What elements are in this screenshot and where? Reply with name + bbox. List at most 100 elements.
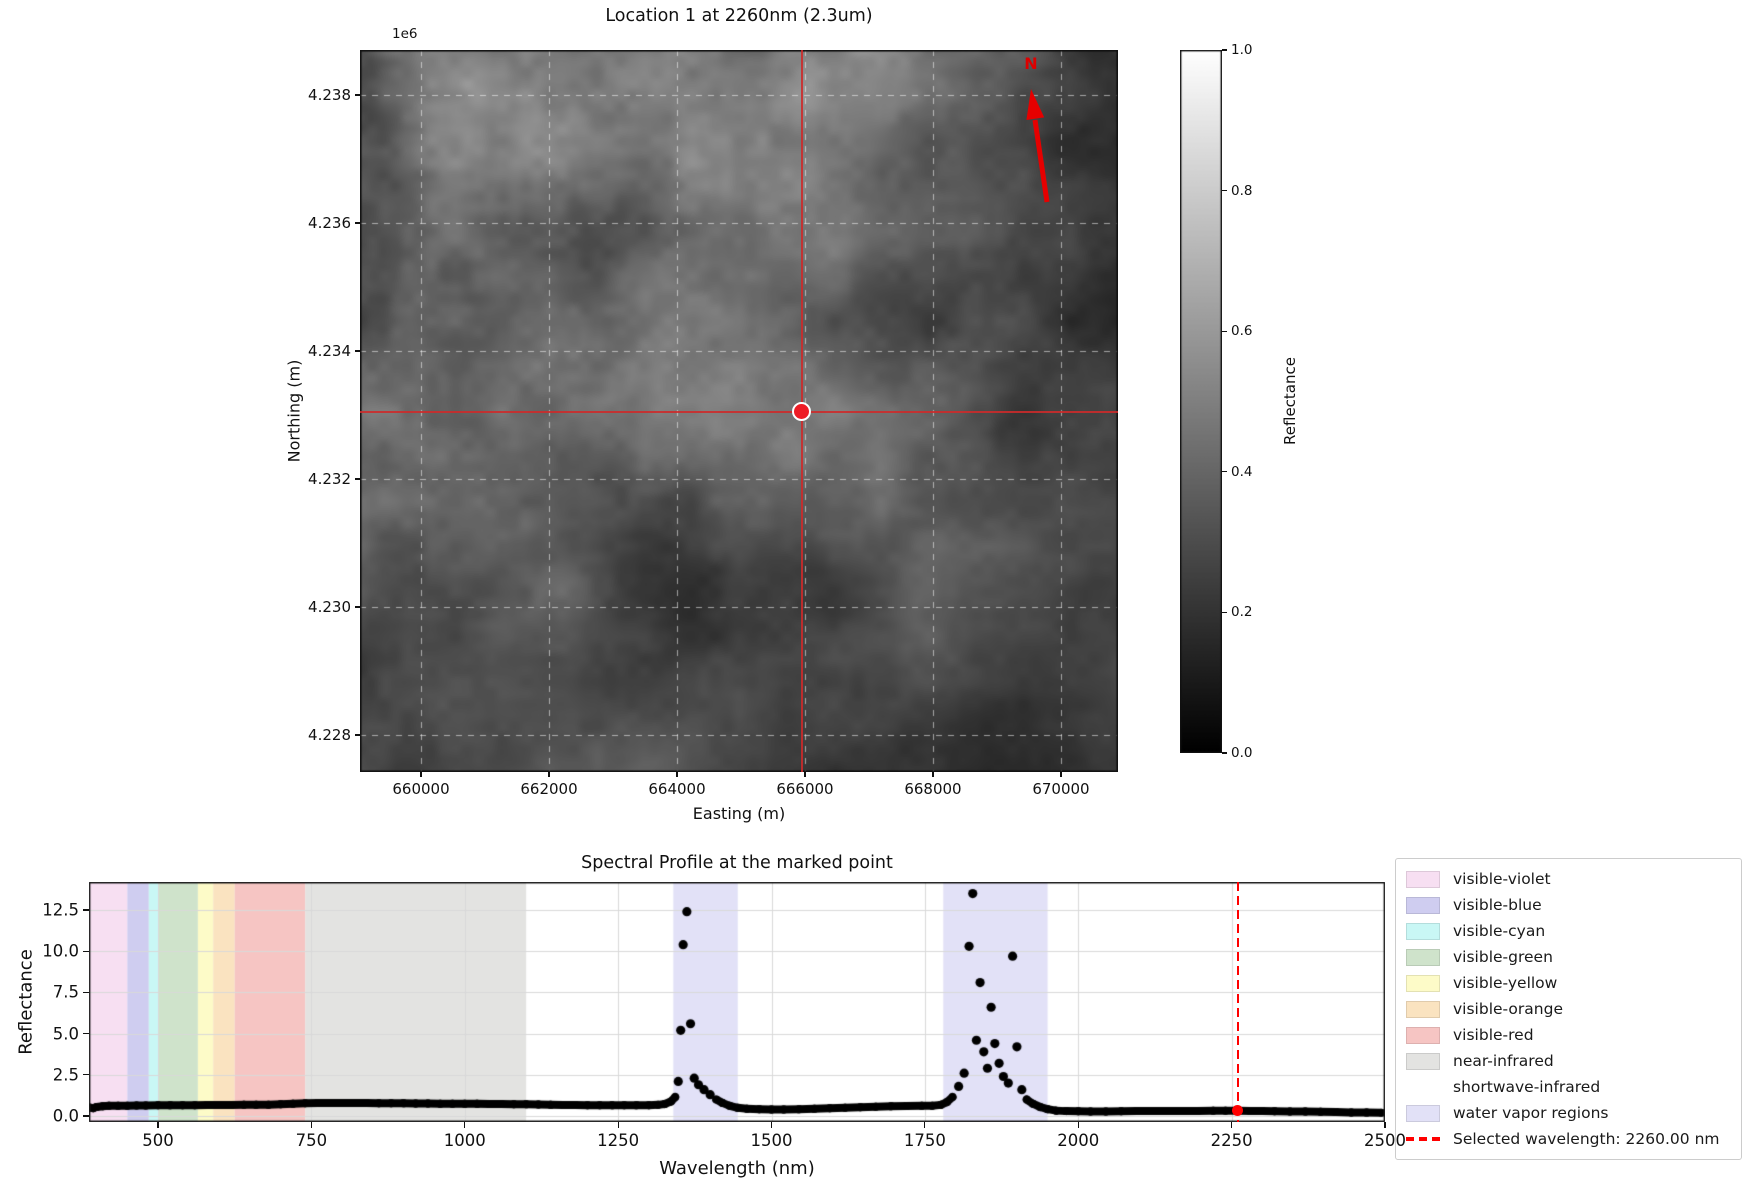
map-y-tick [355,94,360,96]
spectral-x-tick [617,1122,619,1128]
spectral-y-tick-label: 12.5 [42,900,79,920]
legend-item-label: shortwave-infrared [1453,1078,1601,1096]
map-x-tick [1060,772,1062,777]
legend-item-label: visible-cyan [1453,922,1546,940]
map-x-tick-label: 670000 [1032,780,1090,798]
legend-item-label: visible-yellow [1453,974,1558,992]
spectral-x-tick-label: 2500 [1364,1131,1406,1150]
legend-color-swatch [1406,948,1440,966]
spectral-x-tick [157,1122,159,1128]
legend-color-swatch [1406,896,1440,914]
legend-item: visible-green [1406,944,1731,970]
map-x-tick-label: 662000 [520,780,578,798]
colorbar-tick-label: 0.0 [1231,745,1253,761]
legend-item: near-infrared [1406,1048,1731,1074]
north-label: N [1024,54,1038,73]
spectral-x-tick-label: 2000 [1057,1131,1100,1150]
legend-item: shortwave-infrared [1406,1074,1731,1100]
map-y-tick [355,606,360,608]
legend-item-label: visible-green [1453,948,1553,966]
legend-item: visible-yellow [1406,970,1731,996]
colorbar-tick [1222,49,1227,51]
spectral-y-tick-label: 10.0 [42,941,79,961]
map-y-tick-label: 4.238 [308,85,351,104]
legend-item: visible-violet [1406,866,1731,892]
marked-point[interactable] [791,401,811,421]
selected-wavelength-marker [1232,1105,1244,1117]
map-x-tick-label: 660000 [392,780,450,798]
spectral-x-tick [1231,1122,1233,1128]
spectral-x-tick [924,1122,926,1128]
colorbar-tick-label: 0.8 [1231,182,1253,199]
spectral-x-tick [770,1122,773,1128]
map-y-tick-label: 4.232 [308,470,351,488]
legend-item-label: near-infrared [1453,1052,1554,1070]
spectral-x-tick [310,1122,312,1128]
north-arrow-icon [1026,89,1050,203]
map-y-tick [355,478,360,480]
spectral-y-tick-label: 7.5 [52,982,79,1002]
spectral-x-tick-label: 1500 [750,1131,793,1150]
spectral-x-tick-label: 750 [295,1131,328,1150]
colorbar-tick [1222,752,1227,754]
legend-empty-swatch [1406,1079,1440,1096]
legend-item-label: visible-violet [1453,870,1551,888]
spectral-title: Spectral Profile at the marked point [581,853,893,873]
spectral-y-tick [83,1074,89,1076]
legend-item-label: visible-orange [1453,1000,1563,1018]
spectral-plot[interactable] [89,882,1385,1122]
colorbar-tick-label: 0.2 [1231,604,1253,621]
selected-wavelength-line[interactable] [1236,882,1239,1122]
spectral-x-tick-label: 1750 [903,1131,946,1150]
spectral-x-tick-label: 2250 [1210,1131,1253,1150]
map-y-tick [355,222,360,224]
legend-item: visible-cyan [1406,918,1731,944]
legend-color-swatch [1406,922,1440,940]
colorbar-label: Reflectance [1281,357,1299,445]
map-x-tick-label: 664000 [648,780,706,798]
spectral-y-tick [83,991,89,994]
map-y-axis-label: Northing (m) [284,359,304,463]
legend-item: visible-orange [1406,996,1731,1022]
map-y-tick-label: 4.230 [308,598,351,616]
map-y-tick [355,350,360,352]
legend-dashed-line-icon [1406,1137,1440,1141]
colorbar [1180,50,1222,753]
legend-color-swatch [1406,1000,1440,1018]
legend-item-label: water vapor regions [1453,1104,1609,1122]
colorbar-tick-label: 0.4 [1231,463,1253,480]
map-x-axis-label: Easting (m) [692,804,786,823]
spectral-y-tick [83,950,89,952]
map-x-tick [932,772,934,777]
spectral-y-tick-label: 0.0 [52,1106,79,1126]
map-axis-offset-label: 1e6 [392,26,418,42]
colorbar-tick [1222,190,1227,192]
colorbar-tick-label: 0.6 [1231,323,1253,340]
legend-item: visible-blue [1406,892,1731,918]
map-x-tick [548,772,550,777]
legend-item-label: visible-red [1453,1026,1534,1044]
colorbar-tick-label: 1.0 [1231,42,1253,58]
map-y-tick-label: 4.236 [308,213,351,232]
spectral-y-axis-label: Reflectance [15,949,37,1055]
colorbar-tick [1222,611,1227,613]
legend-color-swatch [1406,1104,1440,1122]
legend-item-label: Selected wavelength: 2260.00 nm [1453,1130,1720,1148]
map-y-tick-label: 4.234 [308,341,351,360]
spectral-legend: visible-violet visible-blue visible-cyan vi… [1395,858,1742,1160]
map-x-tick [804,772,806,777]
legend-item-label: visible-blue [1453,896,1542,914]
spectral-x-tick-label: 500 [142,1131,174,1150]
legend-item: Selected wavelength: 2260.00 nm [1406,1126,1731,1152]
spectral-y-tick [83,1115,89,1117]
spectral-x-axis-label: Wavelength (nm) [659,1158,815,1179]
legend-color-swatch [1406,974,1440,992]
spectral-x-tick-label: 1000 [443,1131,486,1150]
crosshair-horizontal-line [360,410,1118,413]
legend-color-swatch [1406,870,1440,888]
legend-item: visible-red [1406,1022,1731,1048]
map-y-tick-label: 4.228 [308,726,351,744]
spectral-y-tick-label: 2.5 [52,1065,79,1085]
spectral-y-tick [83,909,89,911]
